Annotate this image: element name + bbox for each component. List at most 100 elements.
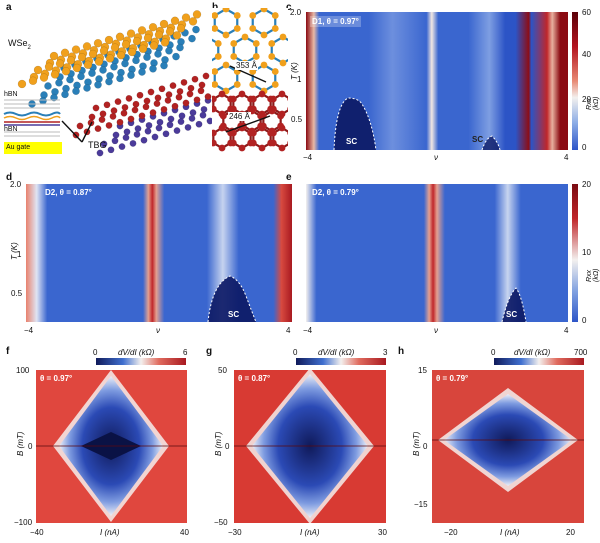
- graphene-atom-bottom: [167, 115, 175, 123]
- selenium-atom: [148, 23, 158, 32]
- colorbar-f: [96, 358, 186, 365]
- tungsten-atom: [138, 68, 146, 76]
- panel-h-ylabel: B (mT): [412, 431, 421, 456]
- selenium-atom: [172, 31, 182, 40]
- panel-c-ytick-low: 0.5: [291, 115, 303, 124]
- graphene-atom: [278, 144, 286, 152]
- atom-lattice: [17, 10, 212, 157]
- tungsten-atom: [192, 25, 200, 34]
- panel-h-xtick-left: −20: [444, 528, 458, 537]
- panel-e-xlabel: ν: [434, 326, 438, 335]
- colorbar-c: [572, 12, 578, 150]
- panel-letter-a: a: [6, 2, 12, 13]
- graphene-atom-top: [204, 93, 212, 101]
- wse2-atom: [233, 81, 241, 88]
- tungsten-atom: [176, 43, 184, 52]
- graphene-atom-top: [171, 102, 179, 110]
- selenium-atom: [50, 70, 60, 79]
- graphene-atom-bottom: [184, 124, 192, 131]
- tungsten-atom: [110, 63, 118, 71]
- graphene-atom-top: [193, 96, 201, 104]
- wse2-atom: [212, 68, 219, 75]
- graphene-atom-bottom: [100, 140, 108, 148]
- graphene-atom-top: [147, 88, 155, 96]
- graphene-atom-top: [154, 94, 162, 102]
- selenium-atom: [33, 65, 43, 75]
- colorbar-f-min: 0: [93, 348, 98, 357]
- panel-f-xlabel: I (nA): [100, 528, 120, 537]
- au-gate-label: Au gate: [6, 144, 31, 151]
- graphene-atom: [269, 129, 277, 137]
- graphene-atom-top: [121, 104, 129, 111]
- selenium-atom: [39, 73, 49, 82]
- panel-d-ytick-top: 2.0: [10, 180, 22, 189]
- colorbar-g-min: 0: [293, 348, 298, 357]
- wse2-atom: [249, 12, 257, 19]
- sc-dome-d-boundary: [207, 275, 257, 323]
- selenium-atom: [154, 30, 164, 39]
- selenium-atom: [72, 63, 82, 73]
- wse2-atom: [214, 40, 222, 47]
- panel-d-xtick-max: 4: [286, 326, 291, 335]
- selenium-atom: [137, 26, 147, 35]
- graphene-atom: [287, 96, 288, 102]
- graphene-atom-top: [94, 125, 102, 133]
- tungsten-atom: [94, 81, 102, 89]
- selenium-atom: [49, 51, 59, 61]
- graphene-atom-bottom: [151, 133, 159, 141]
- selenium-atom: [170, 16, 180, 26]
- graphene-atom-top: [127, 115, 135, 123]
- wse2-atom: [271, 25, 279, 32]
- panel-f-ytick-mid: 0: [28, 442, 33, 451]
- graphene-atom: [212, 139, 217, 147]
- graphene-atom-top: [186, 90, 194, 98]
- sc-dome-e-boundary: [501, 287, 527, 323]
- panel-h-xlabel: I (nA): [500, 528, 520, 537]
- panel-c-ytick-top: 2.0: [290, 8, 302, 17]
- selenium-atom: [44, 62, 54, 71]
- graphene-atom: [277, 112, 285, 120]
- graphene-atom-top: [158, 85, 166, 93]
- selenium-atom: [83, 60, 93, 69]
- wse2-atom: [249, 81, 257, 88]
- graphene-atom-top: [98, 116, 106, 124]
- tungsten-atom: [165, 47, 173, 55]
- panel-c-xtick-max: 4: [564, 153, 569, 162]
- graphene-atom-top: [169, 82, 177, 90]
- graphene-atom-top: [175, 93, 183, 101]
- hbn-bottom-label: hBN: [4, 126, 18, 133]
- tungsten-atom: [66, 75, 74, 84]
- tungsten-atom: [132, 56, 140, 65]
- graphene-atom-top: [180, 79, 188, 86]
- graphene-atom-top: [109, 113, 117, 120]
- sc-dome-c: [334, 98, 376, 150]
- graphene-atom: [212, 129, 217, 137]
- graphene-atom-bottom: [145, 122, 153, 129]
- graphene-atom-bottom: [199, 111, 207, 119]
- tungsten-atom: [44, 82, 52, 90]
- panel-g-label: θ = 0.87°: [238, 374, 271, 383]
- wse2-atom: [279, 33, 287, 41]
- colorbar-c-tick-40: 40: [582, 50, 591, 59]
- panel-letter-f: f: [6, 346, 10, 357]
- panel-d-ytick-mid: 1: [17, 250, 22, 259]
- au-gate-bar: [4, 142, 62, 154]
- tungsten-atom: [88, 69, 96, 77]
- graphene-atom: [238, 90, 246, 98]
- panel-f-ylabel: B (mT): [16, 431, 25, 456]
- graphene-atom-top: [92, 104, 100, 112]
- selenium-atom: [55, 59, 65, 68]
- selenium-atom: [188, 17, 198, 26]
- graphene-atom: [258, 144, 266, 152]
- graphene-atom: [258, 90, 266, 98]
- graphene-atom-top: [116, 118, 124, 126]
- panel-c-sc-label-1: SC: [346, 137, 358, 146]
- panel-c-label: D1, θ = 0.97°: [310, 16, 361, 27]
- graphene-atom-bottom: [156, 118, 164, 126]
- graphene-atom-bottom: [178, 112, 186, 120]
- wse2-atom: [260, 31, 268, 39]
- graphene-atom-top: [165, 91, 173, 99]
- panel-letter-c: c: [286, 2, 292, 13]
- panel-letter-h: h: [398, 346, 405, 357]
- graphene-atom: [238, 144, 246, 152]
